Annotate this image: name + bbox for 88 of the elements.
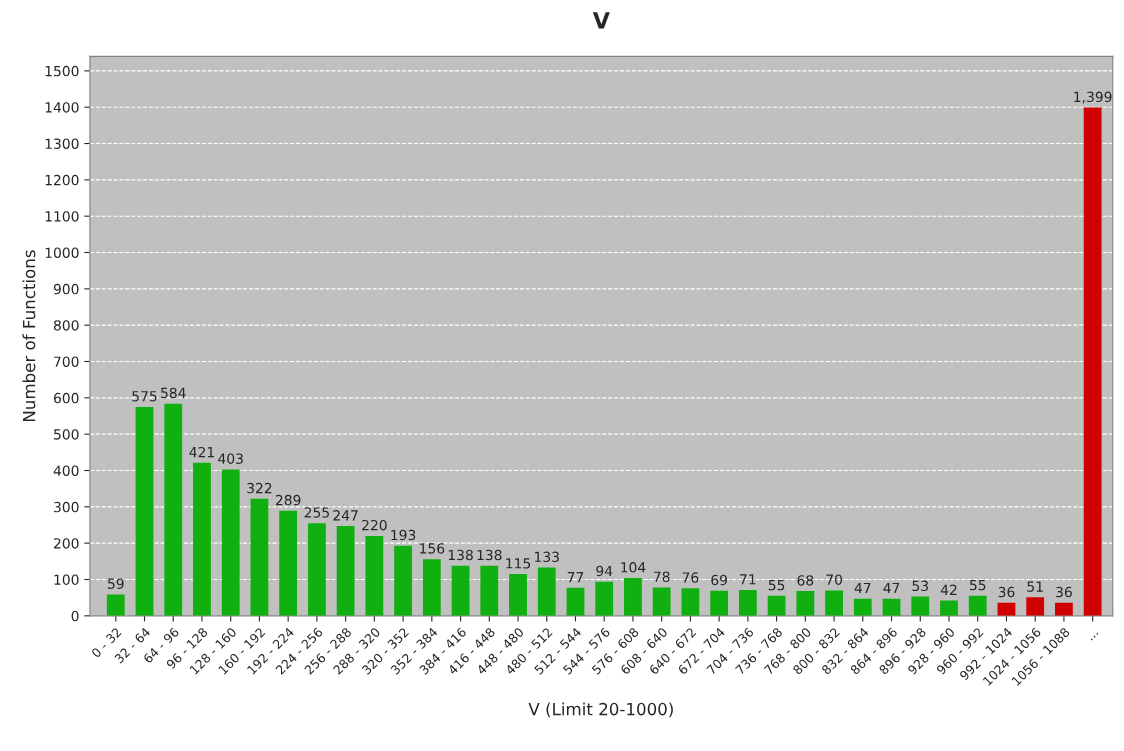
data-label: 220 (362, 519, 387, 531)
data-label: 59 (108, 578, 124, 589)
bar (968, 595, 987, 616)
bar (250, 498, 269, 616)
data-label: 104 (621, 562, 646, 573)
data-label: 1,399 (1074, 91, 1112, 104)
data-label: 76 (682, 572, 699, 583)
y-tick-label: 100 (54, 574, 79, 585)
bar (1083, 107, 1102, 616)
y-tick-label: 800 (53, 320, 79, 331)
bar (451, 565, 470, 616)
y-tick-label: 200 (54, 538, 79, 549)
bar (566, 587, 585, 616)
bar (394, 545, 412, 616)
data-label: 156 (420, 543, 445, 554)
data-label: 289 (275, 494, 301, 506)
data-label: 584 (161, 387, 186, 399)
y-tick-label: 900 (53, 283, 79, 295)
data-label: 68 (797, 575, 814, 586)
bar (422, 559, 441, 616)
y-tick-label: 1500 (45, 65, 79, 77)
y-tick-label: 500 (54, 429, 79, 440)
data-label: 94 (596, 565, 613, 577)
y-tick-label: 600 (53, 392, 79, 404)
y-tick-label: 300 (54, 501, 79, 513)
bar (509, 574, 527, 616)
data-label: 70 (826, 574, 842, 585)
data-label: 255 (304, 507, 329, 518)
data-label: 55 (768, 580, 785, 591)
y-tick-label: 1200 (45, 174, 79, 186)
x-tick-label: ... (1090, 632, 1099, 641)
bar (336, 526, 355, 616)
bar (480, 565, 499, 616)
bar (767, 595, 786, 616)
bar (652, 587, 671, 616)
bar (1055, 602, 1073, 616)
bar (911, 596, 930, 616)
bar (710, 590, 729, 616)
data-label: 247 (333, 510, 358, 521)
data-label: 403 (218, 453, 243, 464)
data-label: 115 (506, 558, 531, 569)
bar (537, 567, 556, 616)
data-label: 55 (969, 580, 986, 591)
data-label: 36 (998, 586, 1015, 598)
y-tick-label: 700 (54, 356, 79, 367)
y-tick-label: 1000 (45, 247, 79, 258)
data-label: 51 (1027, 581, 1043, 592)
y-tick-label: 1100 (45, 211, 79, 222)
bar (796, 591, 815, 616)
bar (738, 590, 757, 616)
y-tick-label: 0 (71, 610, 79, 622)
bar (106, 594, 125, 616)
bar (1026, 597, 1045, 616)
bar (940, 600, 958, 616)
x-axis-title: V (Limit 20-1000) (528, 702, 673, 718)
data-label: 575 (132, 391, 157, 402)
data-label: 47 (883, 582, 900, 594)
bar (365, 535, 384, 616)
data-label: 138 (477, 549, 502, 561)
data-label: 36 (1056, 586, 1072, 598)
data-label: 138 (448, 549, 473, 561)
bar (221, 469, 240, 616)
data-label: 71 (740, 574, 756, 585)
bar (164, 403, 183, 616)
data-label: 193 (391, 529, 416, 541)
bar (307, 523, 326, 616)
y-tick-label: 400 (53, 465, 79, 476)
y-tick-label: 1400 (45, 102, 79, 113)
bar (279, 510, 298, 616)
data-label: 421 (189, 446, 214, 458)
chart-title: V (592, 12, 610, 29)
data-label: 77 (567, 572, 584, 583)
bar (853, 598, 872, 616)
data-label: 53 (912, 580, 928, 592)
bar (624, 578, 642, 616)
bar (681, 588, 700, 616)
data-label: 322 (247, 482, 272, 494)
bar (595, 581, 614, 616)
bar (135, 406, 154, 616)
y-axis-title: Number of Functions (22, 250, 36, 422)
data-label: 42 (940, 584, 957, 595)
data-label: 47 (854, 582, 871, 594)
data-label: 69 (711, 574, 727, 586)
bar (193, 462, 211, 616)
data-label: 133 (535, 551, 559, 563)
bar (825, 590, 843, 616)
data-label: 78 (653, 571, 670, 583)
y-tick-label: 1300 (45, 138, 79, 149)
